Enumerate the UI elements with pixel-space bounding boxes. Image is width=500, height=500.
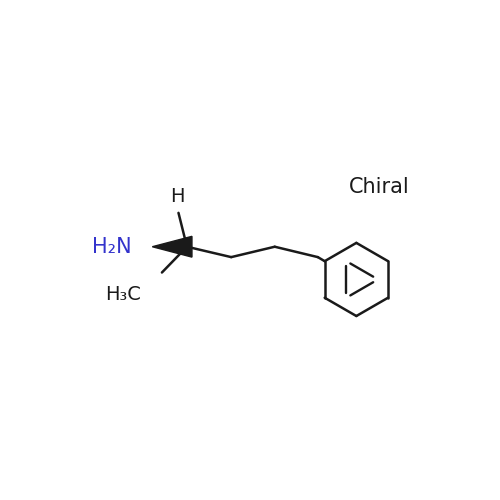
Text: H₂N: H₂N	[92, 236, 131, 256]
Polygon shape	[152, 236, 192, 257]
Text: H: H	[170, 188, 184, 206]
Text: H₃C: H₃C	[105, 285, 141, 304]
Text: Chiral: Chiral	[349, 177, 410, 197]
